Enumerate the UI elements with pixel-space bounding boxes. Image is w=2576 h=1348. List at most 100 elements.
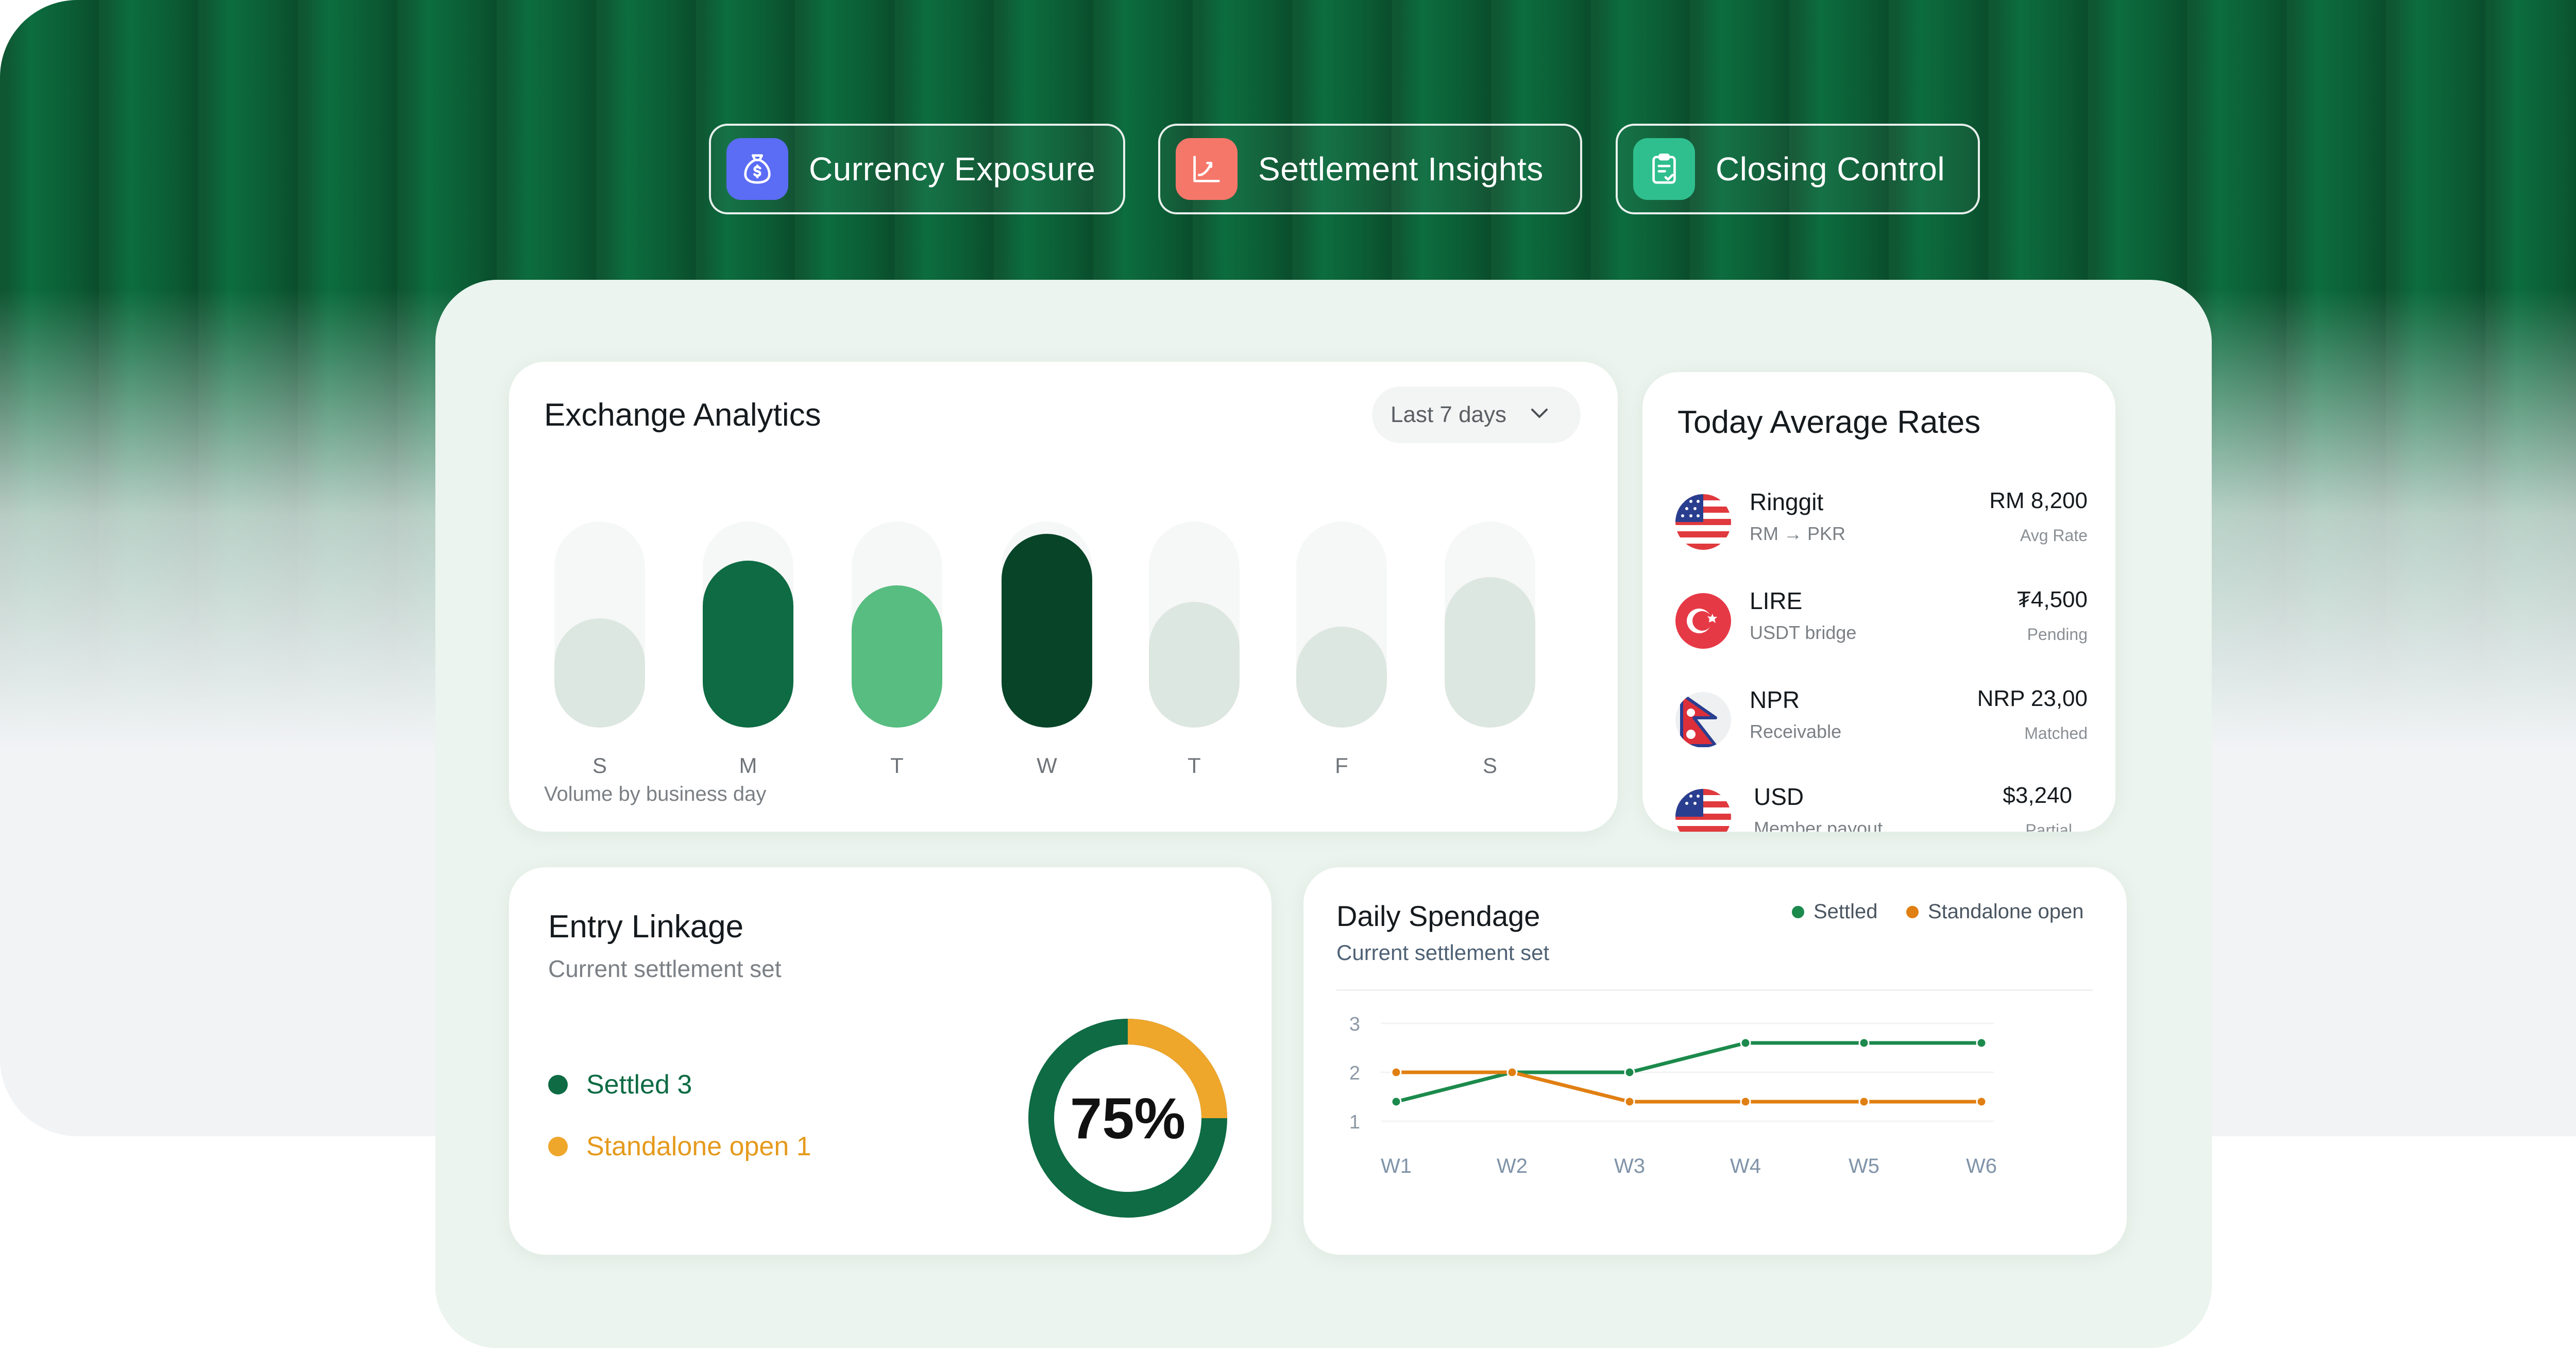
rate-name: Ringgit [1750, 488, 1824, 515]
bar-group[interactable]: T [852, 521, 942, 778]
rate-value: RM 8,200 [1989, 488, 2088, 513]
tab-closing-control[interactable]: Closing Control [1616, 124, 1980, 214]
data-point[interactable] [1740, 1096, 1751, 1107]
x-tick-label: W5 [1849, 1155, 1879, 1177]
rate-name: NPR [1750, 686, 1800, 713]
x-tick-label: S [592, 753, 607, 778]
card-title: Today Average Rates [1677, 405, 1981, 440]
bar-group[interactable]: T [1149, 521, 1240, 778]
legend-open: Standalone open [1906, 900, 2084, 923]
card-subtitle: Current settlement set [548, 955, 782, 982]
series-line [1396, 1041, 1981, 1104]
rate-pair: RM → PKR [1750, 523, 1846, 544]
rate-name: LIRE [1750, 587, 1803, 614]
x-tick-label: W1 [1381, 1155, 1412, 1177]
card-title: Entry Linkage [548, 909, 744, 945]
bar-group[interactable]: S [554, 521, 645, 778]
data-point[interactable] [1391, 1096, 1402, 1107]
bar [703, 561, 793, 728]
rate-row-ringgit[interactable]: Ringgit RM → PKR RM 8,200 Avg Rate [1675, 483, 2088, 560]
legend-dot [548, 1075, 568, 1094]
x-tick-label: S [1483, 753, 1497, 778]
chart-trend-icon [1176, 138, 1238, 200]
legend-label: Settled 3 [586, 1070, 692, 1100]
range-dropdown[interactable]: Last 7 days [1372, 386, 1581, 443]
bar-group[interactable]: W [1002, 521, 1092, 778]
card-subtitle: Current settlement set [1336, 940, 1550, 965]
data-point[interactable] [1740, 1037, 1751, 1049]
legend-open: Standalone open 1 [548, 1131, 811, 1162]
bar [1296, 627, 1387, 728]
rate-status: Pending [2027, 625, 2088, 644]
data-point[interactable] [1976, 1096, 1987, 1107]
legend-dot [1792, 905, 1804, 918]
bar-group[interactable]: F [1296, 521, 1387, 778]
spendage-line-chart: 1 2 3 W1 W2 W3 W4 W5 W6 [1349, 1014, 1997, 1177]
data-point[interactable] [1391, 1067, 1402, 1078]
bar [554, 618, 645, 728]
bar [1002, 534, 1092, 728]
rate-name: USD [1754, 783, 1804, 810]
us-flag-icon [1675, 494, 1731, 550]
rate-value: ₮4,500 [2017, 587, 2088, 612]
rate-status: Partial [2025, 821, 2072, 832]
money-bag-icon [726, 138, 788, 200]
x-tick-label: W2 [1497, 1155, 1528, 1177]
tab-settlement-insights[interactable]: Settlement Insights [1158, 124, 1582, 214]
x-tick-label: F [1335, 753, 1348, 778]
clipboard-check-icon [1633, 138, 1695, 200]
average-rates-card: Today Average Rates Ringgit RM → PKR RM … [1642, 372, 2115, 832]
donut-percent: 75% [1070, 1086, 1186, 1151]
exchange-analytics-card: Exchange Analytics Last 7 days S M T W T F S V… [509, 362, 1618, 832]
bar [1445, 577, 1535, 728]
us-flag-icon [1675, 789, 1731, 832]
divider [1336, 989, 2093, 991]
chevron-down-icon [1531, 409, 1548, 418]
series-line [1396, 1070, 1981, 1104]
rate-pair: Member payout [1754, 818, 1883, 832]
legend-settled: Settled 3 [548, 1069, 692, 1100]
bar-group[interactable]: M [703, 521, 793, 778]
legend-label: Standalone open 1 [586, 1132, 811, 1161]
x-tick-label: W3 [1614, 1155, 1645, 1177]
entry-linkage-card: Entry Linkage Current settlement set Set… [509, 867, 1272, 1255]
data-point[interactable] [1858, 1037, 1870, 1049]
data-point[interactable] [1506, 1067, 1518, 1078]
data-point[interactable] [1976, 1037, 1987, 1049]
data-point[interactable] [1624, 1067, 1635, 1078]
rate-status: Matched [2024, 724, 2088, 743]
nepal-flag-icon [1675, 692, 1731, 748]
y-tick-label: 2 [1349, 1063, 1360, 1084]
data-point[interactable] [1858, 1096, 1870, 1107]
bar-group[interactable]: S [1445, 521, 1535, 778]
card-title: Exchange Analytics [544, 397, 821, 433]
rate-status: Avg Rate [2020, 526, 2088, 545]
rate-row-usd[interactable]: USD Member payout $3,240 Partial [1675, 778, 2088, 832]
rate-pair: Receivable [1750, 721, 1842, 742]
rate-row-lire[interactable]: LIRE USDT bridge ₮4,500 Pending [1675, 582, 2088, 659]
donut-open-arc [1127, 1019, 1227, 1119]
bar [852, 585, 942, 728]
range-label: Last 7 days [1391, 402, 1507, 427]
legend-dot [1906, 905, 1919, 918]
legend-dot [548, 1137, 568, 1156]
x-tick-label: W6 [1966, 1155, 1997, 1177]
legend-label: Standalone open [1928, 900, 2084, 923]
x-tick-label: W [1037, 753, 1057, 778]
y-tick-label: 1 [1349, 1111, 1360, 1133]
settlement-donut-chart [1028, 1019, 1227, 1218]
tab-label: Currency Exposure [809, 150, 1096, 188]
data-point[interactable] [1624, 1096, 1635, 1107]
tab-currency-exposure[interactable]: Currency Exposure [709, 124, 1125, 214]
rate-pair: USDT bridge [1750, 622, 1857, 643]
rate-row-npr[interactable]: NPR Receivable NRP 23,00 Matched [1675, 681, 2088, 758]
x-tick-label: W4 [1730, 1155, 1761, 1177]
card-title: Daily Spendage [1336, 900, 1540, 932]
rate-value: $3,240 [2003, 783, 2072, 808]
daily-spendage-card: Daily Spendage Current settlement set Se… [1303, 867, 2127, 1255]
chart-caption: Volume by business day [544, 783, 767, 805]
legend-settled: Settled [1792, 900, 1878, 923]
x-tick-label: T [890, 753, 904, 778]
